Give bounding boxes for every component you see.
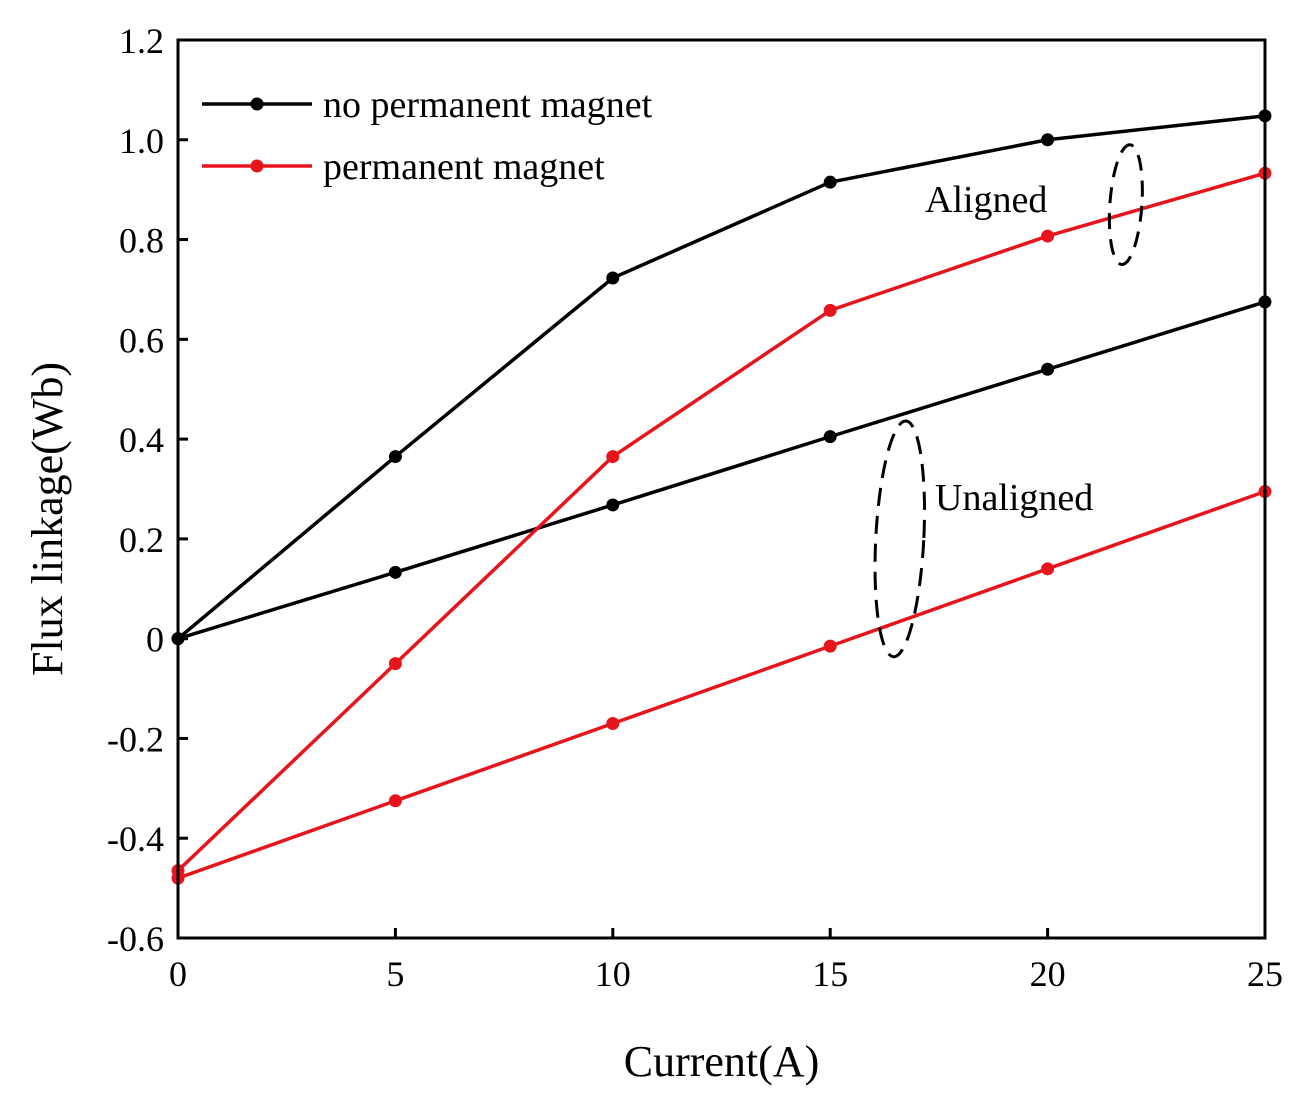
annotations: Aligned Unaligned (873, 143, 1144, 659)
y-tick-label: 0.6 (119, 320, 164, 360)
legend-label: no permanent magnet (323, 84, 653, 126)
data-point (606, 498, 620, 512)
y-tick-label: 0.8 (119, 221, 164, 261)
y-axis-title: Flux linkage(Wb) (23, 362, 72, 676)
x-tick-label: 20 (1030, 954, 1066, 994)
x-tick-label: 25 (1247, 954, 1283, 994)
x-tick-label: 5 (386, 954, 404, 994)
series-1 (171, 295, 1272, 646)
data-point (606, 271, 620, 285)
legend-marker (250, 97, 264, 111)
data-point (388, 450, 402, 464)
data-point (606, 716, 620, 730)
legend-label: permanent magnet (323, 146, 605, 188)
series-line (177, 300, 1266, 641)
annotation-label: Unaligned (935, 477, 1093, 519)
plot-frame (176, 38, 1267, 940)
tick-labels: 0 5 10 15 20 25 -0.6 -0.4 -0.2 0 0.2 0.4 0.6 0.8 1.0 1.… (107, 21, 1283, 994)
legend-item: permanent magnet (202, 146, 605, 188)
unaligned-group-ellipse (873, 419, 927, 659)
annotation-label: Aligned (925, 179, 1047, 221)
x-axis-title: Current(A) (624, 1037, 820, 1086)
data-point (1041, 133, 1055, 147)
data-point (823, 303, 837, 317)
data-point (823, 175, 837, 189)
data-point (388, 657, 402, 671)
y-tick-label: 0.2 (119, 520, 164, 560)
y-tick-label: -0.6 (107, 919, 164, 959)
y-tick-label: 0.4 (119, 420, 164, 460)
series-3 (171, 484, 1272, 885)
y-tick-label: 0 (146, 620, 164, 660)
legend: no permanent magnet permanent magnet (202, 84, 653, 188)
x-tick-label: 0 (169, 954, 187, 994)
axis-ticks (176, 38, 1267, 940)
x-tick-label: 15 (812, 954, 848, 994)
y-tick-label: -0.4 (107, 819, 164, 859)
y-tick-label: 1.0 (119, 121, 164, 161)
y-tick-label: -0.2 (107, 719, 164, 759)
data-point (823, 430, 837, 444)
data-point (823, 639, 837, 653)
data-point (388, 794, 402, 808)
plot-marks (171, 109, 1272, 885)
data-point (388, 565, 402, 579)
series-2 (171, 166, 1272, 878)
aligned-group-ellipse (1107, 143, 1144, 266)
data-point (1041, 562, 1055, 576)
x-tick-label: 10 (595, 954, 631, 994)
series-0 (171, 109, 1272, 646)
data-point (1041, 229, 1055, 243)
series-line (176, 114, 1266, 641)
data-point (1041, 362, 1055, 376)
series-line (176, 171, 1266, 872)
legend-item: no permanent magnet (202, 84, 653, 126)
data-point (606, 450, 620, 464)
legend-marker (250, 159, 264, 173)
series-line (177, 489, 1266, 880)
y-tick-label: 1.2 (119, 21, 164, 61)
